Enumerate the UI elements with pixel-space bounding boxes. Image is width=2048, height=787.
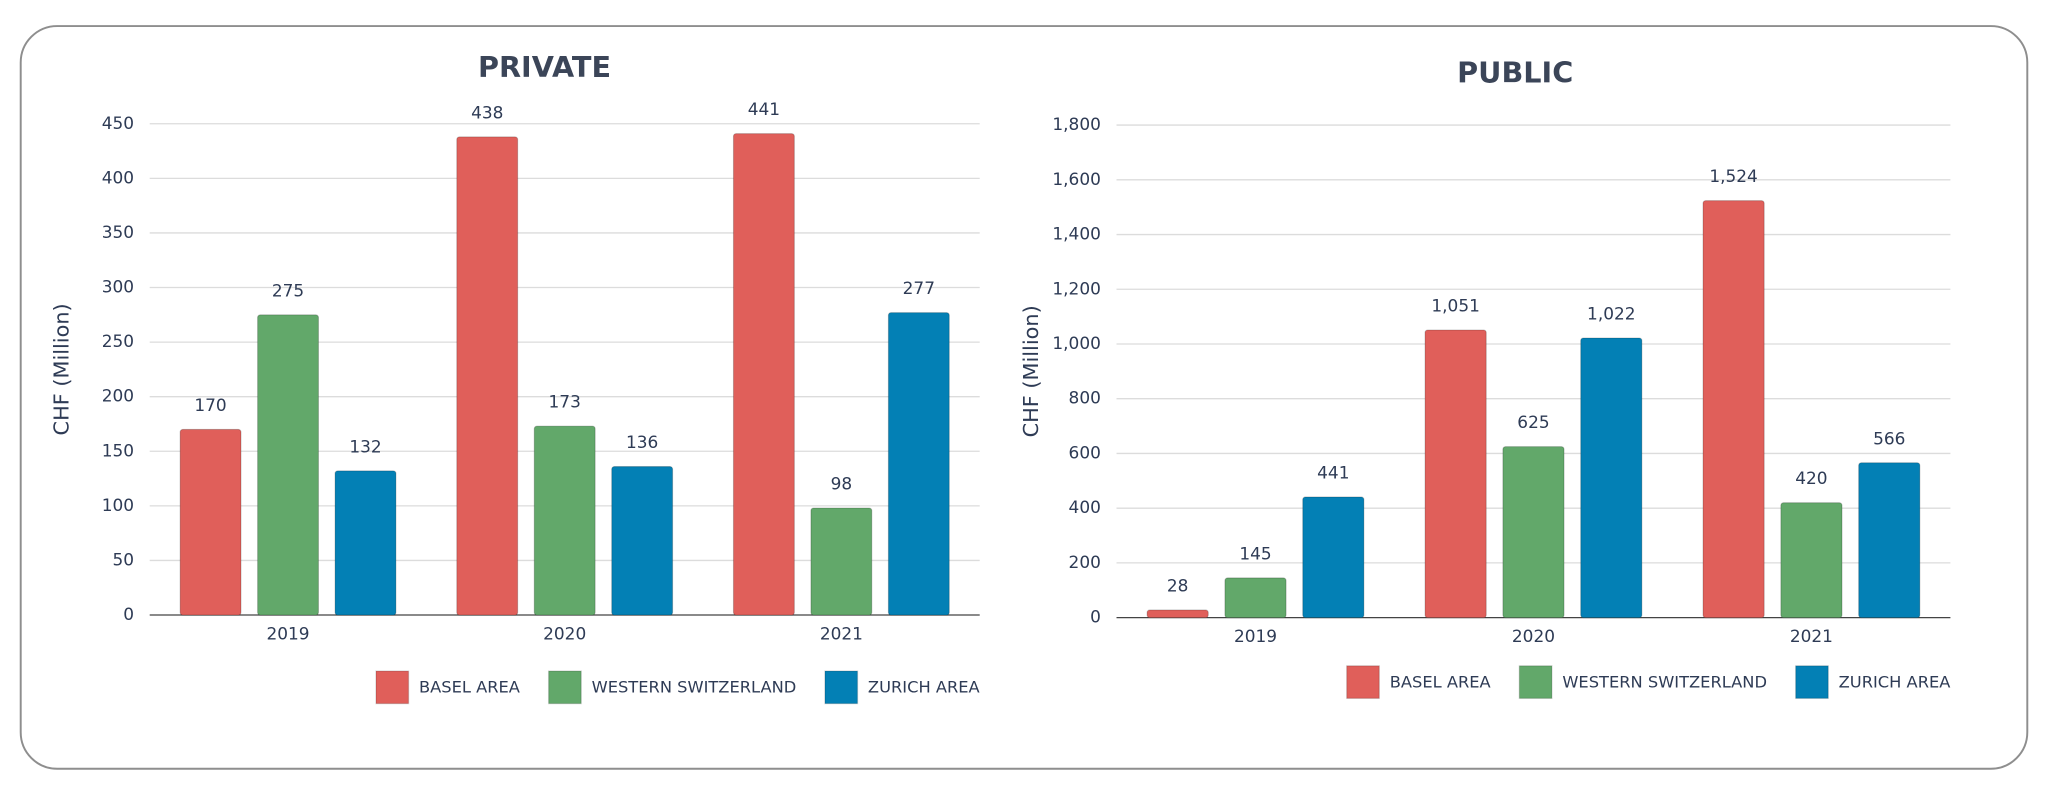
legend-swatch [547,670,582,705]
bar [1780,502,1843,619]
chart-title: PUBLIC [1457,55,1573,89]
data-label: 132 [349,436,381,456]
bar [334,470,397,616]
legend-label: ZURICH AREA [868,677,980,696]
bar [179,428,242,616]
y-tick-label: 450 [102,113,134,133]
bar [257,314,319,616]
x-tick-label: 2020 [543,624,586,644]
bar [1858,462,1921,619]
legend-swatch [824,670,859,705]
legend-swatch [375,670,410,705]
data-label: 1,022 [1587,304,1635,324]
y-tick-label: 1,600 [1052,169,1100,189]
bar [611,466,674,616]
y-axis-label: CHF (Million) [1019,305,1043,437]
y-tick-label: 300 [102,277,134,297]
y-tick-label: 100 [102,495,134,515]
bar [732,133,795,616]
legend-label: WESTERN SWITZERLAND [592,677,797,696]
y-tick-label: 800 [1069,388,1101,408]
legend-label: BASEL AREA [1390,672,1491,691]
bar [533,425,596,616]
y-tick-label: 1,800 [1052,114,1100,134]
y-tick-label: 400 [102,167,134,187]
data-label: 173 [549,392,581,412]
data-label: 98 [831,474,853,494]
data-label: 438 [471,102,503,122]
y-tick-label: 1,400 [1052,224,1100,244]
bar [1702,200,1765,619]
y-tick-label: 600 [1069,442,1101,462]
chart-title: PRIVATE [478,50,611,84]
data-label: 625 [1517,412,1549,432]
data-label: 1,051 [1431,296,1479,316]
x-tick-label: 2021 [820,624,863,644]
y-tick-label: 50 [113,549,135,569]
x-tick-label: 2021 [1790,626,1833,646]
y-tick-label: 200 [1069,552,1101,572]
bar [1302,496,1365,619]
data-label: 136 [626,432,658,452]
data-label: 28 [1167,575,1189,595]
bar [1424,329,1487,619]
data-label: 1,524 [1709,166,1757,186]
y-tick-label: 150 [102,440,134,460]
bar [1580,337,1643,619]
legend-label: BASEL AREA [419,677,520,696]
y-tick-label: 1,000 [1052,333,1100,353]
bar [1224,577,1287,619]
data-label: 275 [272,280,304,300]
y-tick-label: 0 [123,604,134,624]
y-tick-label: 400 [1069,497,1101,517]
bar [810,507,873,616]
y-tick-label: 0 [1090,607,1101,627]
legend: BASEL AREA WESTERN SWITZERLAND ZURICH AREA [1346,665,1951,700]
x-tick-label: 2019 [1234,626,1277,646]
data-label: 566 [1873,428,1905,448]
y-tick-label: 200 [102,386,134,406]
legend-swatch [1518,665,1553,700]
bar [456,136,519,616]
x-tick-label: 2019 [266,624,309,644]
data-label: 145 [1239,543,1271,563]
legend: BASEL AREA WESTERN SWITZERLAND ZURICH AREA [375,670,980,705]
y-tick-label: 250 [102,331,134,351]
data-label: 441 [1317,462,1349,482]
y-tick-label: 350 [102,222,134,242]
x-tick-label: 2020 [1512,626,1555,646]
legend-swatch [1795,665,1829,700]
bar [1502,446,1565,619]
data-label: 420 [1795,468,1827,488]
y-tick-label: 1,200 [1052,278,1100,298]
bar [887,312,950,616]
legend-label: WESTERN SWITZERLAND [1562,672,1767,691]
legend-label: ZURICH AREA [1839,672,1951,691]
y-axis-label: CHF (Million) [49,303,73,435]
data-label: 170 [194,395,226,415]
data-label: 277 [903,278,935,298]
data-label: 441 [748,99,780,119]
legend-swatch [1346,665,1380,700]
bar [1146,609,1209,619]
